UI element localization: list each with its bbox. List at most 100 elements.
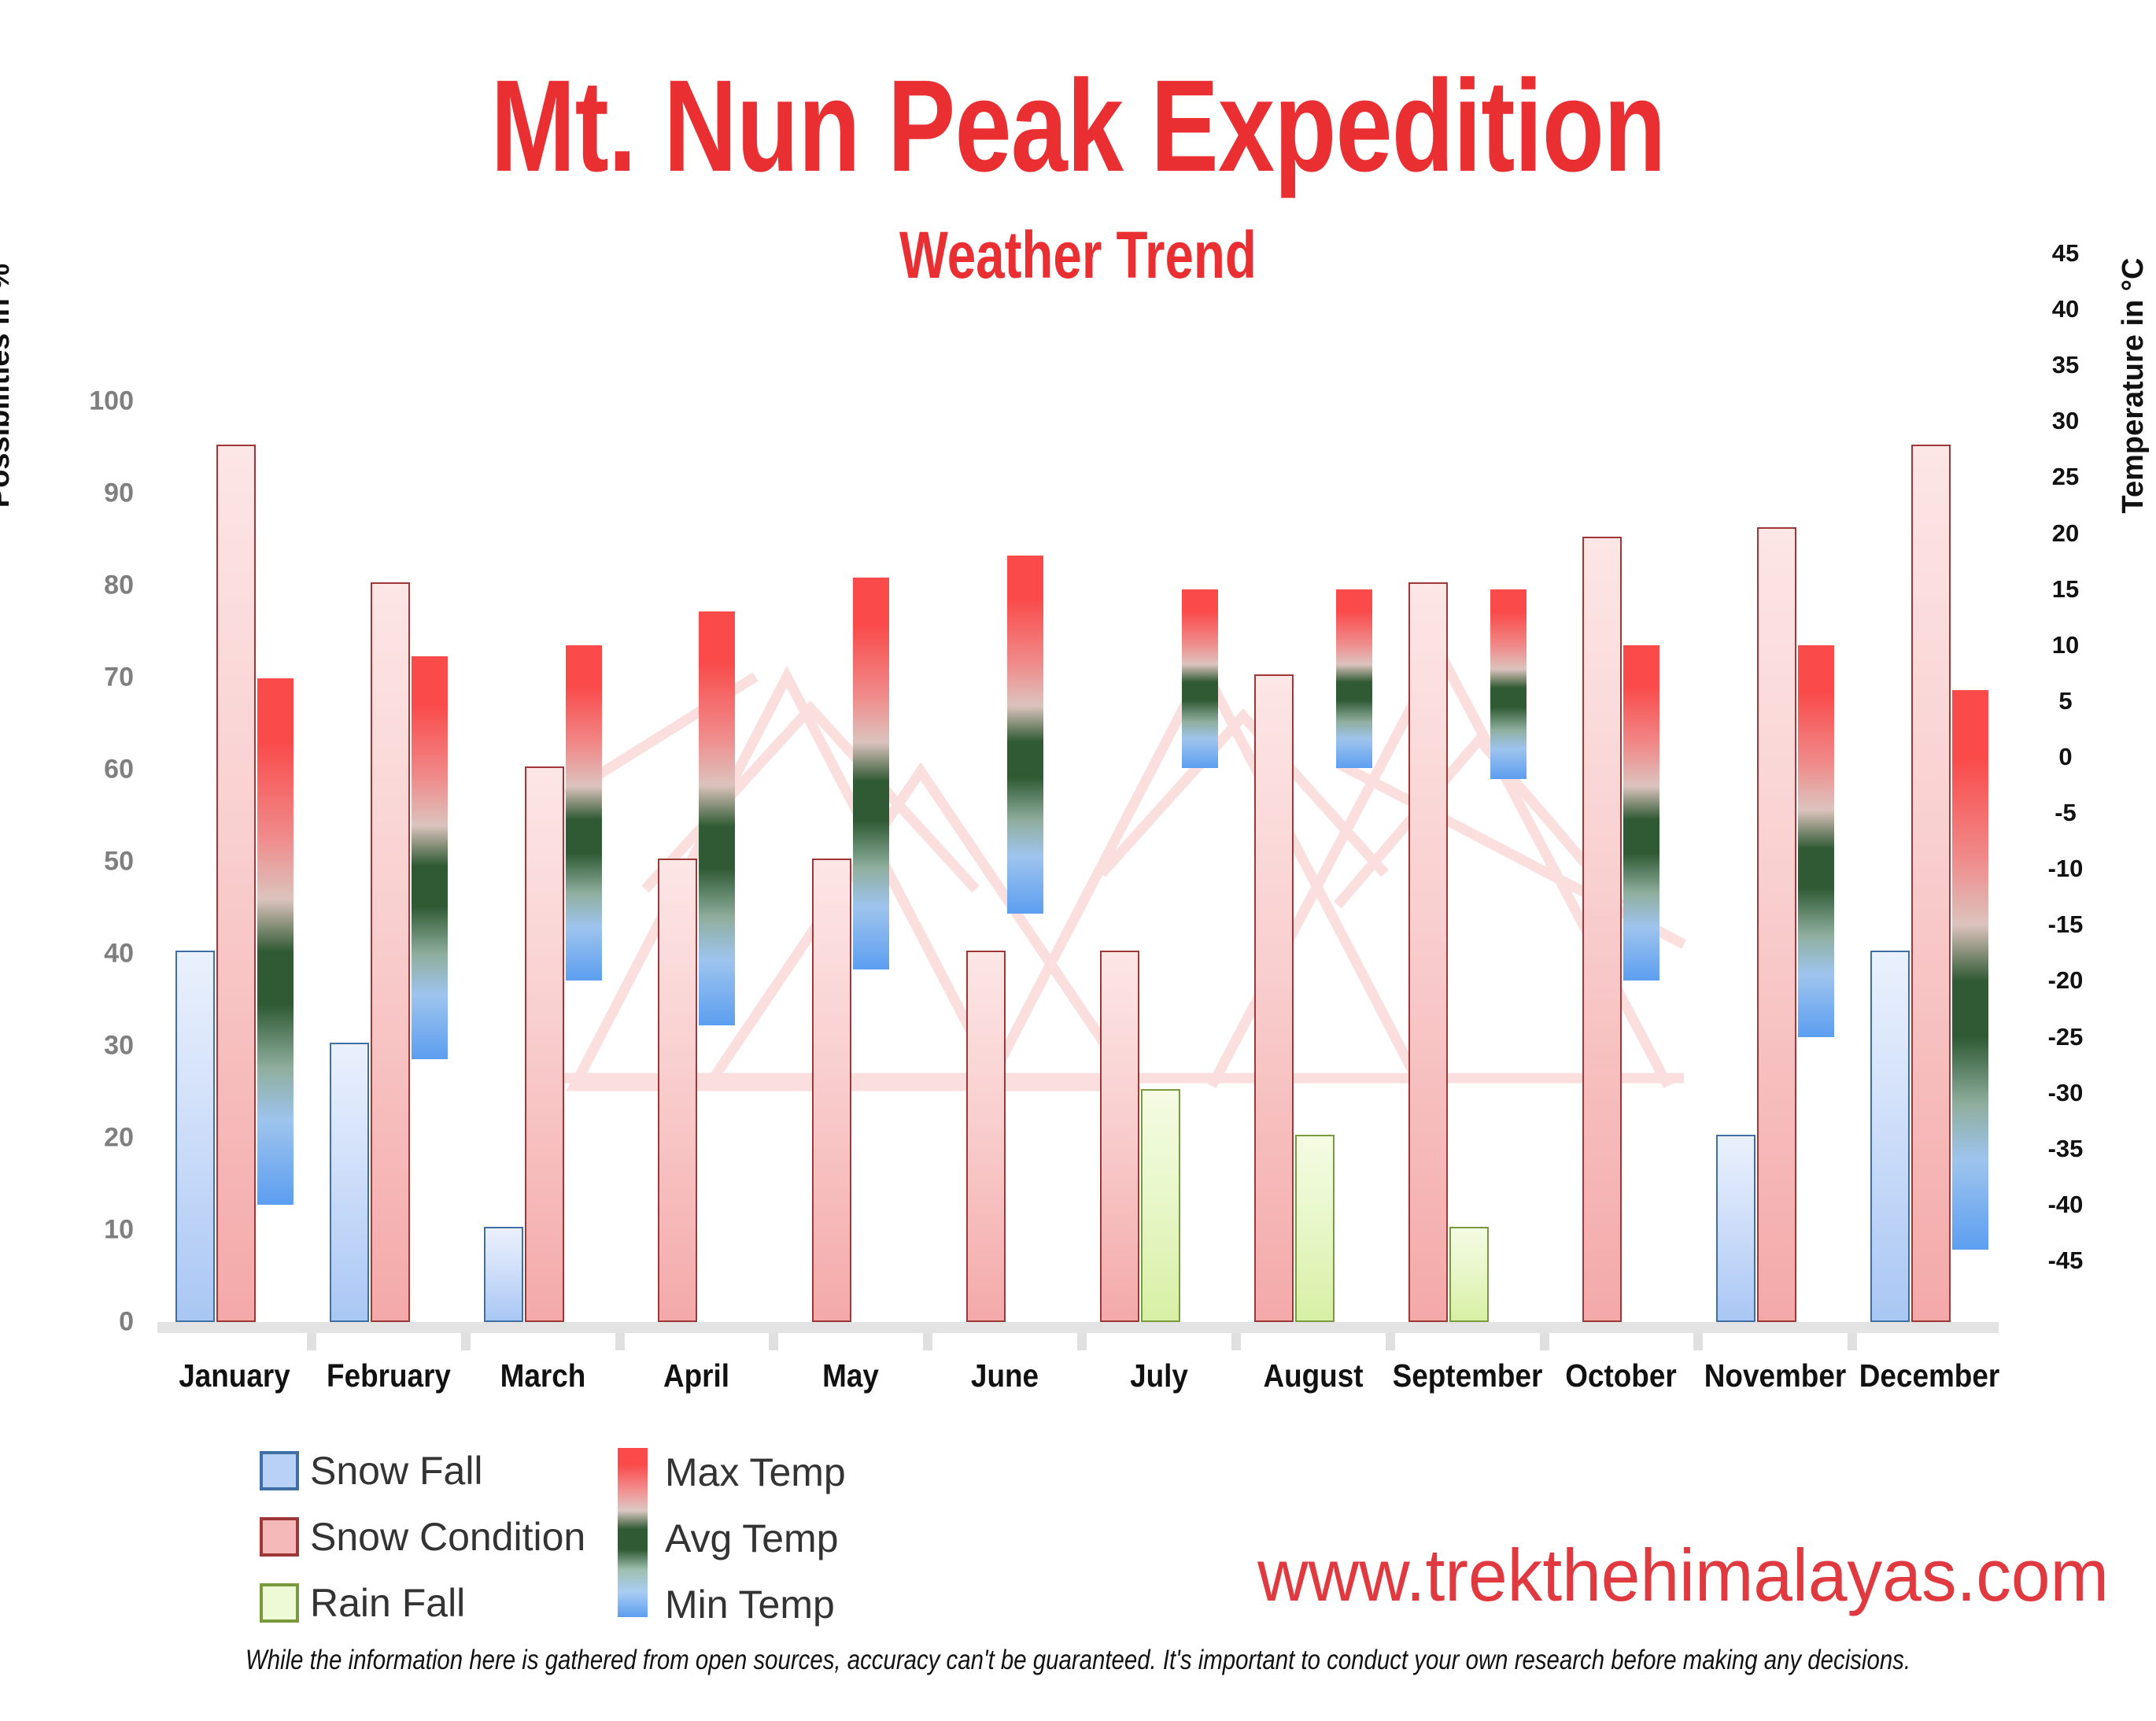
- y-tick-left: 100: [89, 386, 134, 416]
- bar-snow-condition[interactable]: [524, 766, 564, 1322]
- legend-label-avg-temp: Avg Temp: [665, 1516, 839, 1560]
- x-axis-tick: [1077, 1333, 1087, 1350]
- bar-temperature-range[interactable]: [699, 611, 736, 1026]
- x-axis-label: May: [822, 1357, 880, 1394]
- bar-snow-fall[interactable]: [1870, 951, 1910, 1322]
- bar-snow-condition[interactable]: [216, 444, 256, 1322]
- x-axis-label: March: [500, 1357, 585, 1394]
- chart-title: Mt. Nun Peak Expedition: [490, 54, 1667, 199]
- legend-label-snow-condition: Snow Condition: [310, 1515, 586, 1559]
- bar-snow-condition[interactable]: [966, 951, 1006, 1322]
- bar-snow-condition[interactable]: [370, 582, 410, 1322]
- y-tick-right: 45: [2051, 239, 2080, 267]
- y-tick-right: 0: [2058, 743, 2073, 770]
- y-tick-right: -35: [2047, 1134, 2084, 1162]
- y-tick-right: -25: [2047, 1022, 2084, 1051]
- disclaimer-text: While the information here is gathered f…: [245, 1645, 1911, 1675]
- x-axis-label: February: [326, 1357, 451, 1394]
- bar-temperature-range[interactable]: [1952, 689, 1989, 1250]
- legend-item-rain-fall[interactable]: Rain Fall: [260, 1583, 465, 1623]
- x-axis-label: August: [1263, 1357, 1364, 1394]
- y-tick-right: -15: [2047, 910, 2084, 939]
- x-axis-label: January: [179, 1357, 290, 1394]
- y-tick-right: 30: [2051, 407, 2080, 435]
- x-axis-tick: [1385, 1333, 1395, 1350]
- rain-fall-swatch-icon: [260, 1583, 299, 1623]
- y-tick-right: -30: [2047, 1078, 2084, 1106]
- bar-rain-fall[interactable]: [1294, 1135, 1335, 1322]
- y-tick-right: 40: [2051, 295, 2080, 323]
- legend-item-snow-fall[interactable]: Snow Fall: [260, 1451, 483, 1490]
- snow-fall-swatch-icon: [260, 1451, 299, 1490]
- x-axis-tick: [1231, 1333, 1241, 1350]
- y-tick-left: 50: [104, 846, 134, 877]
- bar-temperature-range[interactable]: [1490, 589, 1527, 780]
- x-axis-label: October: [1565, 1357, 1678, 1394]
- x-axis-label: April: [663, 1357, 730, 1394]
- bar-snow-condition[interactable]: [1099, 951, 1139, 1322]
- x-axis-tick: [306, 1333, 316, 1350]
- bar-temperature-range[interactable]: [1181, 589, 1218, 769]
- bar-temperature-range[interactable]: [565, 644, 602, 981]
- x-axis-tick: [1693, 1333, 1704, 1350]
- x-axis-tick: [1539, 1333, 1549, 1350]
- y-tick-right: -45: [2047, 1246, 2084, 1274]
- bar-snow-condition[interactable]: [812, 859, 852, 1322]
- y-tick-right: 5: [2058, 686, 2073, 715]
- x-axis-line: [157, 1322, 1999, 1333]
- y-tick-left: 40: [104, 938, 134, 969]
- bar-temperature-range[interactable]: [1798, 644, 1835, 1037]
- x-axis-tick: [923, 1333, 933, 1350]
- x-axis-tick: [615, 1333, 625, 1350]
- x-axis-tick: [460, 1333, 471, 1350]
- y-tick-right: 35: [2051, 351, 2080, 379]
- bar-snow-condition[interactable]: [1582, 536, 1623, 1322]
- snow-condition-swatch-icon: [260, 1517, 299, 1557]
- bar-temperature-range[interactable]: [411, 656, 448, 1059]
- legend-label-rain-fall: Rain Fall: [310, 1581, 466, 1625]
- y-tick-right: 20: [2051, 519, 2080, 547]
- bar-temperature-range[interactable]: [1007, 556, 1044, 914]
- bar-rain-fall[interactable]: [1140, 1088, 1180, 1322]
- y-tick-left: 0: [119, 1306, 134, 1337]
- chart-legend: Snow Fall Snow Condition Rain Fall Max T…: [260, 1440, 1125, 1637]
- x-axis-label: June: [971, 1357, 1039, 1394]
- y-tick-right: -5: [2054, 799, 2077, 827]
- bar-temperature-range[interactable]: [853, 578, 890, 970]
- legend-label-max-temp: Max Temp: [665, 1450, 846, 1494]
- x-axis-label: November: [1704, 1357, 1847, 1394]
- y-tick-left: 10: [104, 1214, 134, 1245]
- bar-temperature-range[interactable]: [257, 678, 293, 1205]
- x-axis-tick: [1848, 1333, 1858, 1350]
- bar-snow-condition[interactable]: [658, 859, 698, 1322]
- y-tick-right: 25: [2051, 463, 2080, 491]
- legend-label-min-temp: Min Temp: [665, 1583, 835, 1627]
- bar-snow-condition[interactable]: [1757, 526, 1797, 1322]
- y-tick-left: 90: [104, 478, 134, 508]
- bar-temperature-range[interactable]: [1623, 644, 1660, 981]
- temperature-gradient-swatch-icon: [618, 1448, 648, 1617]
- y-tick-right: -40: [2047, 1190, 2084, 1218]
- bar-snow-fall[interactable]: [175, 951, 215, 1322]
- bar-snow-fall[interactable]: [1716, 1135, 1756, 1322]
- bar-snow-condition[interactable]: [1911, 444, 1951, 1322]
- bar-temperature-range[interactable]: [1335, 589, 1372, 769]
- y-tick-left: 60: [104, 754, 134, 785]
- bar-snow-condition[interactable]: [1408, 582, 1448, 1322]
- y-tick-right: 10: [2051, 630, 2080, 659]
- x-axis-tick: [769, 1333, 779, 1350]
- y-tick-left: 30: [104, 1030, 134, 1061]
- y-tick-left: 20: [104, 1122, 134, 1153]
- website-url[interactable]: www.trekthehimalayas.com: [1257, 1534, 2109, 1616]
- bar-snow-condition[interactable]: [1253, 674, 1294, 1322]
- x-axis-label: December: [1859, 1357, 2000, 1394]
- bar-snow-fall[interactable]: [329, 1043, 369, 1322]
- y-tick-left: 80: [104, 570, 134, 600]
- bar-rain-fall[interactable]: [1449, 1227, 1489, 1322]
- x-axis-label: July: [1129, 1357, 1188, 1394]
- y-tick-right: 15: [2051, 574, 2080, 603]
- chart-subtitle: Weather Trend: [899, 218, 1257, 292]
- legend-item-snow-condition[interactable]: Snow Condition: [260, 1517, 585, 1557]
- bar-snow-fall[interactable]: [483, 1227, 523, 1322]
